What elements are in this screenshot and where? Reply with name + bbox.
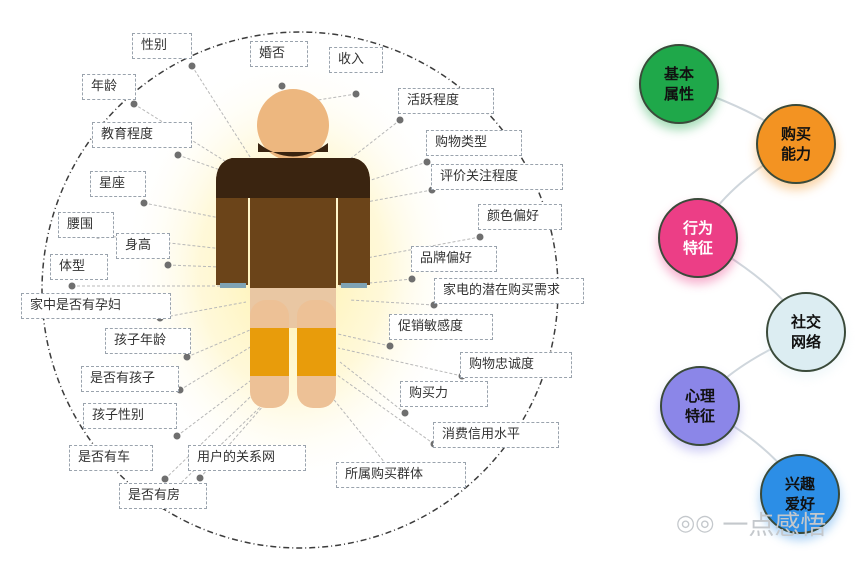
- anchor-dot-height: [164, 261, 172, 269]
- tag-brand-pref: 品牌偏好: [411, 246, 497, 272]
- tag-has-car: 是否有车: [69, 445, 153, 471]
- watermark: ◎◎ 一点感悟: [676, 503, 846, 543]
- leader-line-color_pref: [344, 236, 481, 263]
- tag-has-child: 是否有孩子: [81, 366, 179, 392]
- leader-line-consumer_credit: [329, 369, 435, 445]
- bubble-psychology: 心理 特征: [660, 366, 740, 446]
- anchor-dot-zodiac: [140, 199, 148, 207]
- anchor-dot-purchasing_power: [401, 409, 409, 417]
- leader-line-pregnant: [159, 301, 247, 319]
- person-body: [216, 89, 370, 408]
- anchor-dot-income: [352, 90, 360, 98]
- bubble-basic: 基本 属性: [639, 44, 719, 124]
- tag-review-attention: 评价关注程度: [431, 164, 563, 190]
- anchor-dot-has_car: [161, 475, 169, 483]
- wechat-icon: ◎◎: [676, 510, 715, 536]
- tag-education: 教育程度: [92, 122, 192, 148]
- leader-line-child_age: [186, 329, 251, 358]
- anchor-dot-gender: [188, 62, 196, 70]
- anchor-dot-marital: [278, 82, 286, 90]
- bubble-interests: 兴趣 爱好: [760, 454, 840, 534]
- anchor-dot-child_age: [183, 353, 191, 361]
- tag-child-gender: 孩子性别: [83, 403, 177, 429]
- tag-age: 年龄: [82, 74, 136, 100]
- anchor-dot-education: [174, 151, 182, 159]
- anchor-dot-age: [130, 100, 138, 108]
- tag-relation-network: 用户的关系网: [188, 445, 306, 471]
- tag-marital: 婚否: [250, 41, 308, 67]
- leader-line-review_attention: [349, 189, 433, 206]
- bubble-behavior: 行为 特征: [658, 198, 738, 278]
- tag-income: 收入: [329, 47, 383, 73]
- right-shorts: [297, 328, 336, 376]
- tag-pregnant: 家中是否有孕妇: [21, 293, 171, 319]
- leader-line-gender: [191, 65, 253, 161]
- tag-waist: 腰围: [58, 212, 114, 238]
- leader-line-appliance_need: [349, 299, 435, 306]
- anchor-dot-activity: [396, 116, 404, 124]
- bubble-social: 社交 网络: [766, 292, 846, 372]
- tag-consumer-credit: 消费信用水平: [433, 422, 559, 448]
- left-shorts: [250, 328, 289, 376]
- anchor-dot-purchase_type: [423, 158, 431, 166]
- tag-color-pref: 颜色偏好: [478, 204, 562, 230]
- tag-promo-sensitivity: 促销敏感度: [389, 314, 493, 340]
- anchor-dot-promo_sensitivity: [386, 342, 394, 350]
- anchor-dot-relation_network: [196, 474, 204, 482]
- tag-height: 身高: [116, 233, 170, 259]
- tag-buyer-group: 所属购买群体: [336, 462, 466, 488]
- tag-child-age: 孩子年龄: [105, 328, 191, 354]
- leader-line-child_gender: [176, 371, 263, 437]
- head: [257, 89, 329, 161]
- watermark-text: 一点感悟: [722, 510, 827, 541]
- leader-line-income: [317, 93, 357, 101]
- anchor-dot-brand_pref: [408, 275, 416, 283]
- tag-gender: 性别: [132, 33, 192, 59]
- leader-line-has_child: [179, 345, 253, 391]
- leader-line-loyalty: [337, 347, 463, 377]
- tag-purchasing-power: 购买力: [400, 381, 488, 407]
- tag-has-house: 是否有房: [119, 483, 207, 509]
- tag-body-type: 体型: [50, 254, 108, 280]
- anchor-dot-child_gender: [173, 432, 181, 440]
- anchor-dot-color_pref: [476, 233, 484, 241]
- tag-purchase-type: 购物类型: [426, 130, 522, 156]
- bubble-purchasing: 购买 能力: [756, 104, 836, 184]
- tag-loyalty: 购物忠诚度: [460, 352, 572, 378]
- tag-appliance-need: 家电的潜在购买需求: [434, 278, 584, 304]
- tag-zodiac: 星座: [90, 171, 146, 197]
- tag-activity: 活跃程度: [398, 88, 494, 114]
- leader-line-promo_sensitivity: [337, 333, 391, 347]
- leader-line-purchasing_power: [339, 361, 406, 414]
- anchor-dot-body_type: [68, 282, 76, 290]
